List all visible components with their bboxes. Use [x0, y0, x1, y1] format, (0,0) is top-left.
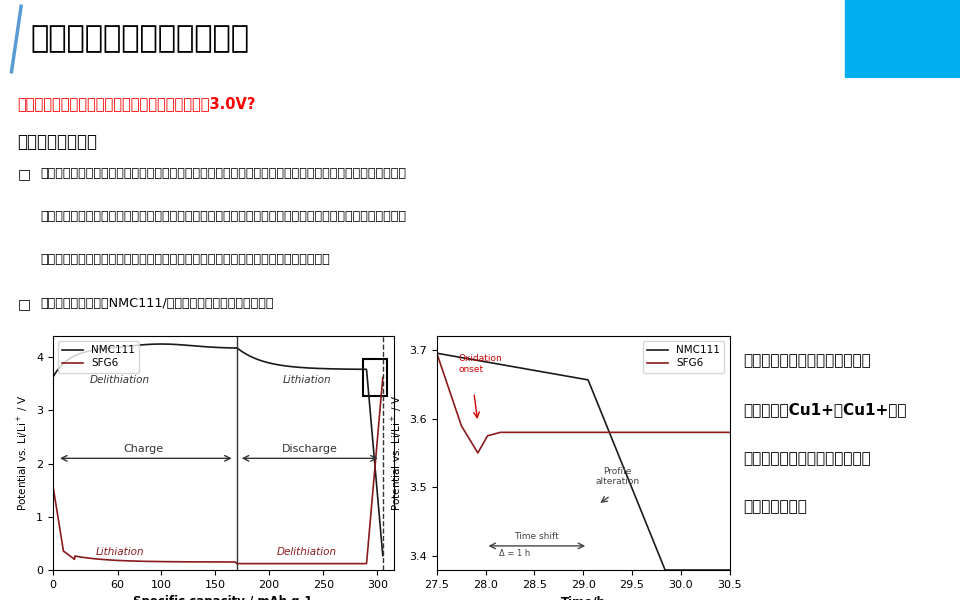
X-axis label: Specific capacity / mAh g-1: Specific capacity / mAh g-1 — [133, 595, 313, 600]
Legend: NMC111, SFG6: NMC111, SFG6 — [643, 341, 725, 373]
Text: 沉积为金属铜。: 沉积为金属铜。 — [744, 500, 807, 515]
Text: 锂离子电池在过放过程中导致锂离子电池的电压过低，可能会引起负极铜箔的溶解，由于溶解的铜元素在充电: 锂离子电池在过放过程中导致锂离子电池的电压过低，可能会引起负极铜箔的溶解，由于溶… — [40, 167, 406, 180]
Text: Δ = 1 h: Δ = 1 h — [499, 549, 531, 558]
Text: Lithiation: Lithiation — [283, 375, 331, 385]
Text: □: □ — [17, 167, 31, 181]
Text: Time shift: Time shift — [514, 532, 559, 541]
Text: 先被氧化为Cu1+，Cu1+迁移: 先被氧化为Cu1+，Cu1+迁移 — [744, 402, 907, 417]
Text: 的过程中会再次在负极表面析出，产生的金属铜枝晶可能会刺穿隔膜，引起正负极短路；另外长期存储过程中: 的过程中会再次在负极表面析出，产生的金属铜枝晶可能会刺穿隔膜，引起正负极短路；另… — [40, 210, 406, 223]
Text: 下图中采用的电池为NMC111/石墨体系，金属锂作为参比电极: 下图中采用的电池为NMC111/石墨体系，金属锂作为参比电极 — [40, 297, 274, 310]
Text: Profile
alteration: Profile alteration — [595, 467, 639, 486]
Bar — [845, 0, 960, 78]
Text: Delithiation: Delithiation — [277, 547, 337, 557]
Text: □: □ — [17, 297, 31, 311]
X-axis label: Time/h: Time/h — [561, 595, 606, 600]
Text: 五、锂离子电池过充和过放: 五、锂离子电池过充和过放 — [31, 25, 250, 53]
Text: 到正极表面并在正极表面还原，: 到正极表面并在正极表面还原， — [744, 451, 872, 466]
Text: Delithiation: Delithiation — [90, 375, 150, 385]
Text: Lithiation: Lithiation — [96, 547, 144, 557]
Text: Discharge: Discharge — [282, 444, 338, 454]
Text: Charge: Charge — [124, 444, 164, 454]
Bar — [363, 359, 387, 395]
Text: 锂离子电池的过放: 锂离子电池的过放 — [17, 133, 97, 151]
Y-axis label: Potential vs. Li/Li$^+$ / V: Potential vs. Li/Li$^+$ / V — [16, 395, 31, 511]
Text: 同样可能导致电压过低，因此发生过度放电或者电压过低都会导致锂离子电池彻底失效: 同样可能导致电压过低，因此发生过度放电或者电压过低都会导致锂离子电池彻底失效 — [40, 253, 330, 266]
Text: 提出问题：为什么锂离子电池放电下限电压设置为3.0V?: 提出问题：为什么锂离子电池放电下限电压设置为3.0V? — [17, 96, 255, 111]
Text: Oxidation
onset: Oxidation onset — [458, 355, 502, 374]
Y-axis label: Potential vs. Li/Li$^+$ / V: Potential vs. Li/Li$^+$ / V — [390, 395, 404, 511]
Text: 右图中平台区铜箔中的铜元素首: 右图中平台区铜箔中的铜元素首 — [744, 353, 872, 368]
Legend: NMC111, SFG6: NMC111, SFG6 — [58, 341, 139, 373]
